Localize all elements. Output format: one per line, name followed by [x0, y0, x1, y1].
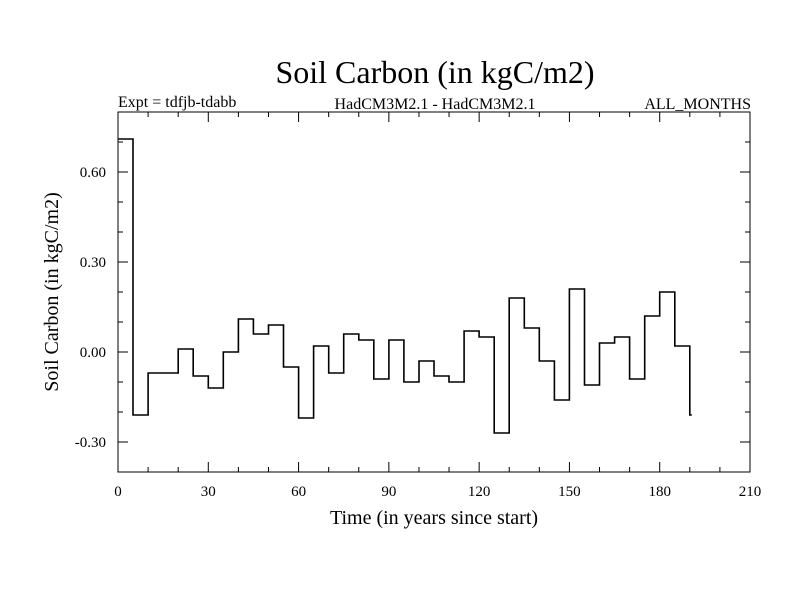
y-tick-labels: -0.30 0.00 0.30 0.60	[75, 165, 106, 451]
y-tick-label: 0.60	[80, 165, 106, 181]
y-tick-label: 0.30	[80, 255, 106, 271]
series-line	[118, 138, 692, 434]
chart-title: Soil Carbon (in kgC/m2)	[275, 54, 594, 90]
x-tick-label: 210	[739, 484, 762, 500]
y-axis-label: Soil Carbon (in kgC/m2)	[41, 192, 63, 391]
months-label: ALL_MONTHS	[644, 96, 751, 113]
axis-ticks	[117, 111, 751, 473]
x-tick-label: 60	[291, 484, 306, 500]
x-tick-label: 30	[201, 484, 216, 500]
plot-frame	[117, 111, 751, 473]
y-tick-label: 0.00	[80, 345, 106, 361]
x-tick-label: 120	[468, 484, 491, 500]
x-tick-label: 90	[381, 484, 396, 500]
x-tick-labels: 0 30 60 90 120 150 180 210	[114, 484, 761, 500]
experiment-label: Expt = tdfjb-tdabb	[118, 94, 236, 111]
y-tick-label: -0.30	[75, 435, 106, 451]
x-tick-label: 180	[648, 484, 671, 500]
x-tick-label: 150	[558, 484, 581, 500]
model-label: HadCM3M2.1 - HadCM3M2.1	[335, 96, 536, 113]
x-tick-label: 0	[114, 484, 122, 500]
x-axis-label: Time (in years since start)	[330, 507, 538, 529]
data-series	[118, 138, 692, 434]
